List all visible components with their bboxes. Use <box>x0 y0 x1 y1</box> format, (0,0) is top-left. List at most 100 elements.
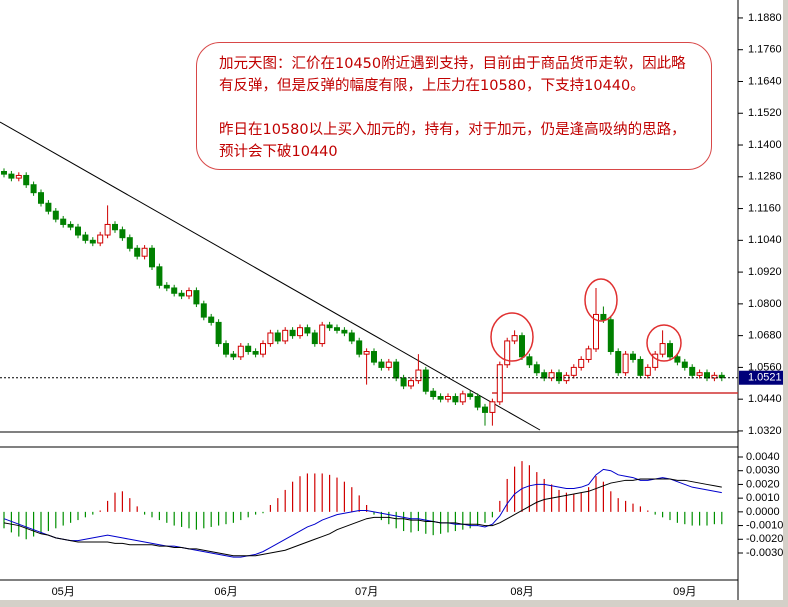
candle-body <box>230 353 237 358</box>
candle-body <box>67 223 74 228</box>
y-tick-label: 1.0800 <box>748 298 782 310</box>
y-tick-label: -0.0020 <box>746 533 783 545</box>
window-edge <box>783 0 788 607</box>
candle-body <box>570 366 577 376</box>
candle-body <box>326 324 333 329</box>
candle-body <box>622 353 629 374</box>
x-tick-label: 09月 <box>673 586 696 598</box>
candle-body <box>112 223 118 231</box>
candle-body <box>289 329 296 337</box>
candle-body <box>371 351 377 363</box>
candle-body <box>260 343 266 355</box>
candle-body <box>89 239 96 244</box>
candle-body <box>363 351 370 355</box>
candle-body <box>60 218 67 225</box>
candle-body <box>615 351 622 374</box>
candle-body <box>75 226 81 236</box>
candle-body <box>141 247 148 257</box>
y-tick-label: 1.0440 <box>748 393 782 405</box>
y-tick-label: 1.1640 <box>748 75 782 87</box>
candle-body <box>341 329 348 334</box>
candle-body <box>149 247 155 268</box>
y-tick-label: 1.1280 <box>748 171 782 183</box>
candle-body <box>393 361 400 379</box>
candle-body <box>548 372 555 379</box>
y-tick-label: -0.0030 <box>746 547 783 559</box>
y-tick-label: 1.1160 <box>748 202 781 214</box>
last-price-box <box>739 370 783 385</box>
y-tick-label: 1.1760 <box>748 44 782 56</box>
candle-body <box>482 406 488 413</box>
candle-body <box>556 372 562 382</box>
candle-body <box>489 401 496 413</box>
candle-body <box>659 343 666 355</box>
candle-body <box>452 396 459 403</box>
candle-body <box>400 377 407 387</box>
x-tick-label: 05月 <box>52 586 75 598</box>
candle-body <box>163 284 170 289</box>
candle-body <box>200 303 207 318</box>
candle-body <box>667 343 673 358</box>
y-tick-label: 1.0920 <box>748 266 782 278</box>
candle-body <box>193 290 200 305</box>
y-tick-label: -0.0010 <box>746 519 783 531</box>
x-tick-label: 07月 <box>355 586 378 598</box>
marks: 1.1880 1.1760 1.1640 1.1520 1.1400 1.1280 1.11… <box>0 12 783 598</box>
last-price-label: 1.0521 <box>748 372 782 384</box>
candle-body <box>282 329 289 342</box>
candle-body <box>408 380 414 387</box>
candle-body <box>578 358 585 368</box>
candle-body <box>644 366 651 376</box>
candle-body <box>637 358 644 376</box>
highlight-circle <box>646 324 682 362</box>
candle-body <box>437 396 444 400</box>
candle-body <box>593 313 599 350</box>
candle-body <box>585 348 592 360</box>
candle-body <box>126 237 133 249</box>
candle-body <box>674 356 681 363</box>
candle-body <box>311 332 318 345</box>
candle-body <box>319 324 326 345</box>
y-tick-label: 1.1040 <box>748 234 782 246</box>
candle-body <box>252 351 259 355</box>
candle-body <box>526 356 533 366</box>
candle-body <box>178 292 185 297</box>
y-tick-label: 1.0320 <box>748 425 782 437</box>
annotation-text: 昨日在10580以上买入加元的，持有，对于加元，仍是逢高吸纳的思路，预计会下破1… <box>219 122 686 160</box>
macd-line <box>3 478 722 557</box>
candle-body <box>1 170 7 175</box>
scroll-bar <box>0 600 783 607</box>
candle-body <box>30 184 37 194</box>
trend-line <box>0 121 541 431</box>
candle-body <box>681 361 688 368</box>
candle-body <box>474 396 481 408</box>
y-tick-label: 0.0020 <box>746 478 780 490</box>
candle-body <box>186 290 192 297</box>
candle-body <box>704 372 710 379</box>
candle-body <box>171 287 178 294</box>
candle-body <box>541 372 548 379</box>
candle-body <box>274 332 281 342</box>
candle-body <box>711 374 718 379</box>
candle-body <box>630 353 636 360</box>
candle-body <box>223 343 229 355</box>
y-tick-label: 0.0000 <box>746 506 780 518</box>
candle-body <box>467 393 474 398</box>
candle-body <box>245 345 252 353</box>
candle-body <box>104 223 111 236</box>
candle-body <box>82 234 89 241</box>
candle-body <box>511 335 518 342</box>
x-tick-label: 08月 <box>510 586 533 598</box>
candle-body <box>38 192 44 204</box>
y-tick-label: 0.0010 <box>746 492 780 504</box>
macd-line <box>3 468 722 558</box>
candle-body <box>422 369 429 392</box>
candle-body <box>600 313 607 321</box>
candle-body <box>267 332 274 345</box>
candle-body <box>208 316 215 323</box>
y-tick-label: 0.0040 <box>746 451 780 463</box>
candle-body <box>156 266 163 286</box>
candle-body <box>415 369 422 382</box>
